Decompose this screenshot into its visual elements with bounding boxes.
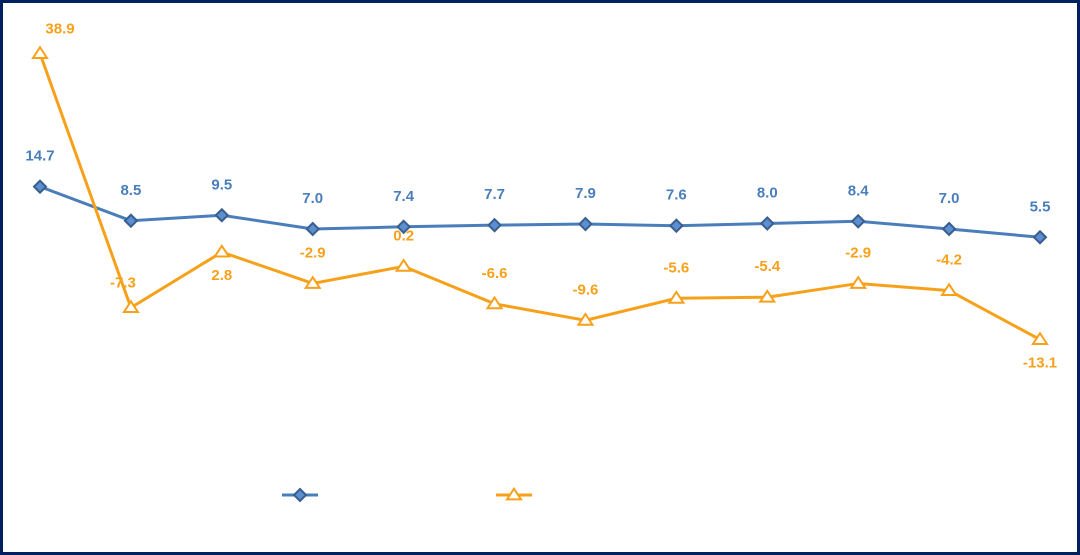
series-b-data-label: -13.1: [1023, 355, 1057, 372]
series-b-data-label: -9.6: [573, 281, 599, 298]
series-b-data-label: -6.6: [482, 265, 508, 282]
series-b-data-label: 38.9: [45, 21, 74, 38]
series-b-data-label: 2.8: [211, 267, 232, 284]
series-a-data-label: 9.5: [211, 176, 232, 193]
series-b-data-label: -5.6: [663, 259, 689, 276]
series-a-data-label: 7.4: [393, 188, 415, 205]
line-chart: 14.7 8.5 9.5 7.0 7.4 7.7 7.9 7.6 8.0 8.4 7.0 5.5 38.…: [0, 0, 1080, 555]
series-a-data-label: 5.5: [1030, 198, 1051, 215]
series-b-data-label: -2.9: [300, 244, 326, 261]
series-a-data-label: 7.0: [302, 190, 323, 207]
series-b-data-label: -4.2: [936, 252, 962, 269]
series-b-data-label: -2.9: [845, 244, 871, 261]
series-a-data-label: 8.4: [848, 182, 870, 199]
series-a-data-label: 7.9: [575, 185, 596, 202]
series-a-data-label: 7.6: [666, 187, 687, 204]
series-a-data-label: 14.7: [25, 148, 54, 165]
series-a-data-label: 8.0: [757, 185, 778, 202]
series-a-data-label: 8.5: [120, 182, 141, 199]
series-b-data-label: -7.3: [110, 275, 136, 292]
series-b-data-label: -5.4: [754, 258, 781, 275]
series-b-data-label: 0.2: [393, 227, 414, 244]
series-a-data-label: 7.7: [484, 186, 505, 203]
series-a-data-label: 7.0: [939, 190, 960, 207]
